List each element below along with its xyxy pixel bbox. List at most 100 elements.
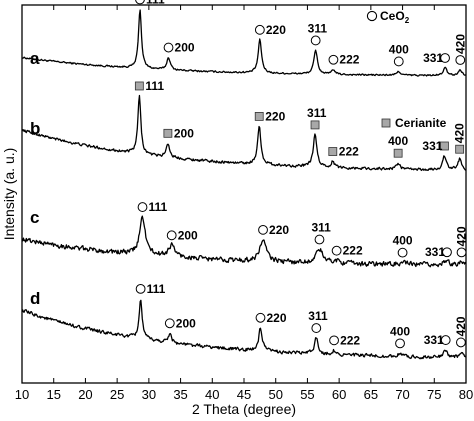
peak-marker-circle: [397, 247, 408, 258]
peak-marker-square: [134, 81, 144, 91]
x-axis-title: 2 Theta (degree): [192, 401, 296, 417]
peak-label-220: 220: [269, 223, 289, 237]
peak-marker-circle: [393, 56, 404, 67]
trace-a: [21, 9, 467, 77]
peak-marker-square: [163, 128, 173, 138]
x-tick-label: 60: [332, 387, 346, 402]
peak-marker-square: [328, 147, 338, 156]
peak-label-111: 111: [146, 0, 165, 6]
trace-label-c: c: [30, 208, 39, 227]
legend-circle-marker: [366, 10, 378, 22]
peak-marker-circle: [164, 318, 175, 329]
x-tick-label: 65: [364, 387, 378, 402]
peak-label-400: 400: [393, 234, 413, 248]
peak-label-111: 111: [147, 282, 166, 296]
peak-marker-circle: [254, 24, 265, 35]
peak-label-200: 200: [176, 316, 196, 330]
peak-marker-square: [440, 141, 449, 151]
peak-label-111: 111: [145, 79, 164, 93]
peak-marker-circle: [137, 202, 148, 212]
peak-marker-circle: [442, 247, 452, 258]
x-tick-label: 50: [268, 387, 282, 402]
peak-marker-circle: [135, 0, 145, 5]
peak-label-311: 311: [311, 221, 331, 235]
x-tick-label: 30: [142, 387, 156, 402]
peak-label-200: 200: [178, 228, 198, 242]
peak-label-220: 220: [266, 311, 286, 325]
peak-label-420: 420: [453, 123, 467, 143]
trace-label-b: b: [30, 119, 40, 138]
peak-marker-square: [310, 120, 320, 130]
peak-label-222: 222: [343, 244, 363, 258]
peak-label-400: 400: [388, 134, 408, 148]
trace-d: [21, 299, 467, 360]
peak-markers: a 111 200 220 311 222 400 331 420 b 111 200 220 311 22…: [30, 0, 469, 349]
peak-label-311: 311: [308, 21, 328, 35]
peak-label-400: 400: [390, 324, 410, 338]
peak-label-331: 331: [425, 245, 445, 259]
peak-label-111: 111: [149, 200, 168, 214]
peak-marker-circle: [395, 338, 405, 349]
peak-label-420: 420: [454, 316, 468, 336]
peak-marker-circle: [258, 224, 268, 235]
trace-b: [21, 94, 467, 172]
peak-marker-circle: [163, 42, 174, 53]
x-tick-label: 15: [46, 387, 60, 402]
peak-marker-circle: [440, 335, 451, 345]
x-tick-label: 55: [300, 387, 314, 402]
legend-ceo2-label: CeO2: [380, 9, 410, 25]
x-tick-label: 35: [173, 387, 187, 402]
peak-marker-circle: [135, 283, 146, 294]
peak-label-220: 220: [266, 23, 286, 37]
peak-marker-circle: [314, 234, 325, 245]
x-tick-label: 10: [15, 387, 29, 402]
peak-marker-circle: [456, 247, 467, 258]
peak-label-420: 420: [453, 34, 467, 54]
x-axis-ticks: [21, 5, 467, 383]
plot-area: a 111 200 220 311 222 400 331 420 b 111 200 220 311 22…: [21, 0, 469, 384]
x-tick-label: 20: [78, 387, 92, 402]
peak-label-200: 200: [174, 126, 194, 140]
x-tick-label: 80: [459, 387, 473, 402]
peak-marker-circle: [329, 335, 339, 346]
peak-marker-circle: [328, 54, 339, 65]
legend-cerianite-label: Cerianite: [395, 116, 447, 130]
peak-label-311: 311: [307, 106, 327, 120]
x-tick-label: 70: [395, 387, 409, 402]
peak-label-222: 222: [339, 53, 359, 67]
peak-label-331: 331: [422, 139, 442, 153]
peak-marker-circle: [331, 245, 342, 256]
peak-label-400: 400: [389, 42, 409, 56]
x-tick-label: 25: [110, 387, 124, 402]
x-tick-label: 75: [427, 387, 441, 402]
legend-cerianite: Cerianite: [381, 116, 447, 130]
peak-marker-circle: [456, 337, 466, 348]
x-tick-label: 40: [205, 387, 219, 402]
x-tick-label: 45: [237, 387, 251, 402]
peak-marker-circle: [440, 53, 450, 63]
peak-label-222: 222: [339, 145, 359, 159]
peak-marker-square: [254, 112, 264, 121]
peak-marker-circle: [311, 323, 322, 333]
x-axis-tick-labels: 10 15 20 25 30 35 40 45 50 55 60 65 70 75 80: [15, 387, 473, 402]
peak-label-220: 220: [265, 109, 285, 123]
trace-c: [21, 215, 467, 268]
peak-label-222: 222: [340, 333, 360, 347]
peak-marker-square: [393, 148, 403, 158]
peak-label-420: 420: [455, 226, 469, 246]
legend-ceo2: CeO2: [366, 9, 410, 25]
peak-label-311: 311: [308, 309, 328, 323]
trace-label-d: d: [30, 289, 40, 308]
peak-marker-circle: [166, 230, 177, 241]
peak-label-200: 200: [175, 41, 195, 55]
peak-marker-square: [455, 144, 465, 154]
trace-label-a: a: [30, 49, 40, 68]
peak-marker-circle: [255, 312, 266, 323]
y-axis-title: Intensity (a. u.): [1, 148, 17, 241]
peak-marker-circle: [455, 55, 466, 65]
peak-marker-circle: [310, 35, 321, 46]
legend-square-marker: [381, 118, 391, 128]
peak-label-331: 331: [423, 51, 443, 65]
peak-label-331: 331: [424, 333, 444, 347]
